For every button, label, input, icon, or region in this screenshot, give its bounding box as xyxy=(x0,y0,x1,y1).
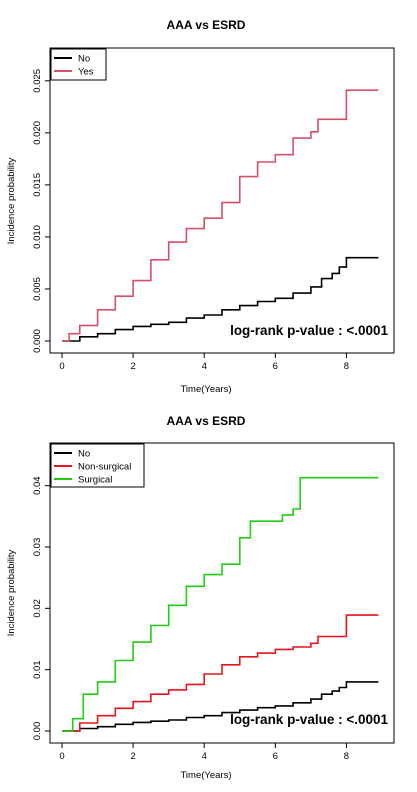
series-layer xyxy=(62,89,379,342)
x-tick-label: 0 xyxy=(59,361,64,372)
x-tick-label: 6 xyxy=(273,751,278,762)
plot-title: AAA vs ESRD xyxy=(167,18,246,32)
km-plot-three-groups: AAA vs ESRD Time(Years) Incidence probab… xyxy=(6,414,395,781)
series-line-no xyxy=(62,256,379,342)
y-axis-label: Incidence probability xyxy=(6,157,17,244)
x-tick-label: 4 xyxy=(202,751,207,762)
logrank-annotation: log-rank p-value : <.0001 xyxy=(230,712,388,727)
x-axis-label: Time(Years) xyxy=(180,770,231,781)
y-tick-label: 0.01 xyxy=(32,660,43,679)
legend: No Yes xyxy=(50,48,107,81)
legend-items: No Yes xyxy=(54,54,94,78)
legend-label: No xyxy=(78,449,90,460)
y-axis-ticks: 0.000 0.005 0.010 0.015 0.020 0.025 xyxy=(32,69,50,353)
x-axis-ticks: 0 2 4 6 8 xyxy=(59,743,349,762)
y-tick-label: 0.04 xyxy=(32,476,43,495)
km-plot-two-groups: AAA vs ESRD Time(Years) Incidence probab… xyxy=(6,18,395,395)
x-tick-label: 4 xyxy=(202,361,207,372)
series-line-yes xyxy=(62,89,379,342)
legend-box xyxy=(50,48,107,81)
x-axis-ticks: 0 2 4 6 8 xyxy=(59,353,349,372)
plot-frame xyxy=(49,442,395,744)
legend-label: Non-surgical xyxy=(78,462,131,473)
y-tick-label: 0.020 xyxy=(32,121,43,145)
legend-items: No Non-surgical Surgical xyxy=(54,449,131,486)
series-layer xyxy=(62,476,379,732)
x-tick-label: 8 xyxy=(344,751,349,762)
plot-title: AAA vs ESRD xyxy=(167,414,246,428)
y-tick-label: 0.015 xyxy=(32,173,43,197)
x-tick-label: 2 xyxy=(130,751,135,762)
y-axis-ticks: 0.00 0.01 0.02 0.03 0.04 xyxy=(32,476,50,740)
y-tick-label: 0.000 xyxy=(32,329,43,353)
y-axis-label: Incidence probability xyxy=(6,549,17,636)
y-tick-label: 0.03 xyxy=(32,538,43,557)
y-tick-label: 0.005 xyxy=(32,277,43,301)
x-tick-label: 8 xyxy=(344,361,349,372)
y-tick-label: 0.02 xyxy=(32,599,43,618)
x-axis-label: Time(Years) xyxy=(180,384,231,395)
legend-label: Surgical xyxy=(78,475,112,486)
y-tick-label: 0.00 xyxy=(32,722,43,741)
y-tick-label: 0.025 xyxy=(32,69,43,93)
legend: No Non-surgical Surgical xyxy=(50,443,145,488)
series-line-non-surgical xyxy=(62,614,379,732)
y-tick-label: 0.010 xyxy=(32,225,43,249)
logrank-annotation: log-rank p-value : <.0001 xyxy=(230,323,388,338)
x-tick-label: 6 xyxy=(273,361,278,372)
legend-label: No xyxy=(78,54,90,65)
plot-frame xyxy=(49,47,395,354)
legend-label: Yes xyxy=(78,67,94,78)
x-tick-label: 2 xyxy=(130,361,135,372)
series-line-no xyxy=(62,681,379,732)
series-line-surgical xyxy=(62,476,379,732)
x-tick-label: 0 xyxy=(59,751,64,762)
